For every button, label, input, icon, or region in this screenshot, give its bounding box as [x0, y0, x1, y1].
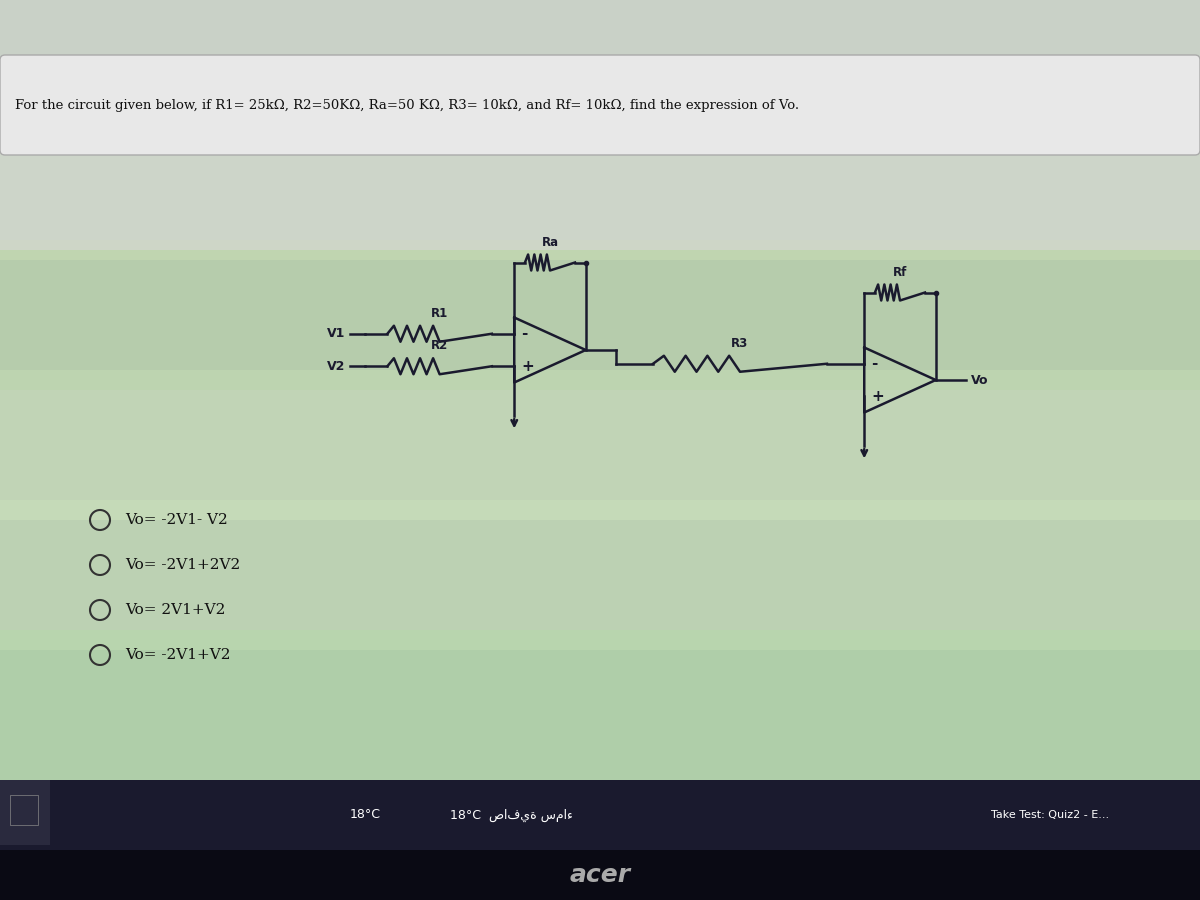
Bar — [0, 0, 1200, 250]
Bar — [0, 780, 1200, 900]
FancyBboxPatch shape — [0, 55, 1200, 155]
Text: Vo= -2V1+2V2: Vo= -2V1+2V2 — [125, 558, 240, 572]
Text: Vo= -2V1- V2: Vo= -2V1- V2 — [125, 513, 228, 527]
Text: R3: R3 — [731, 337, 749, 350]
Text: For the circuit given below, if R1= 25kΩ, R2=50KΩ, Ra=50 KΩ, R3= 10kΩ, and Rf= 1: For the circuit given below, if R1= 25kΩ… — [14, 98, 799, 112]
Text: V2: V2 — [326, 360, 346, 373]
Text: Ra: Ra — [541, 236, 558, 248]
Bar — [0, 370, 1200, 520]
Text: Vo= 2V1+V2: Vo= 2V1+V2 — [125, 603, 226, 617]
Bar — [0, 110, 1200, 260]
Text: +: + — [871, 389, 884, 404]
Text: acer: acer — [570, 863, 630, 887]
Text: -: - — [521, 327, 528, 341]
Text: Take Test: Quiz2 - E...: Take Test: Quiz2 - E... — [991, 810, 1109, 820]
Text: 18°C: 18°C — [350, 808, 382, 822]
Text: Vo: Vo — [971, 374, 989, 386]
Bar — [0, 630, 1200, 780]
Text: R2: R2 — [431, 339, 449, 352]
Bar — [0, 850, 1200, 900]
Text: +: + — [521, 359, 534, 374]
Text: Rf: Rf — [893, 266, 907, 278]
Bar — [0, 500, 1200, 650]
Bar — [0, 0, 1200, 780]
Bar — [0, 240, 1200, 390]
Text: R1: R1 — [431, 307, 449, 320]
Text: Vo= -2V1+V2: Vo= -2V1+V2 — [125, 648, 230, 662]
Text: -: - — [871, 356, 877, 371]
Text: 18°C  صافية سماء: 18°C صافية سماء — [450, 808, 572, 822]
Text: V1: V1 — [326, 328, 346, 340]
FancyBboxPatch shape — [0, 0, 1200, 780]
Bar — [0, 780, 50, 845]
Bar — [10, 795, 38, 825]
